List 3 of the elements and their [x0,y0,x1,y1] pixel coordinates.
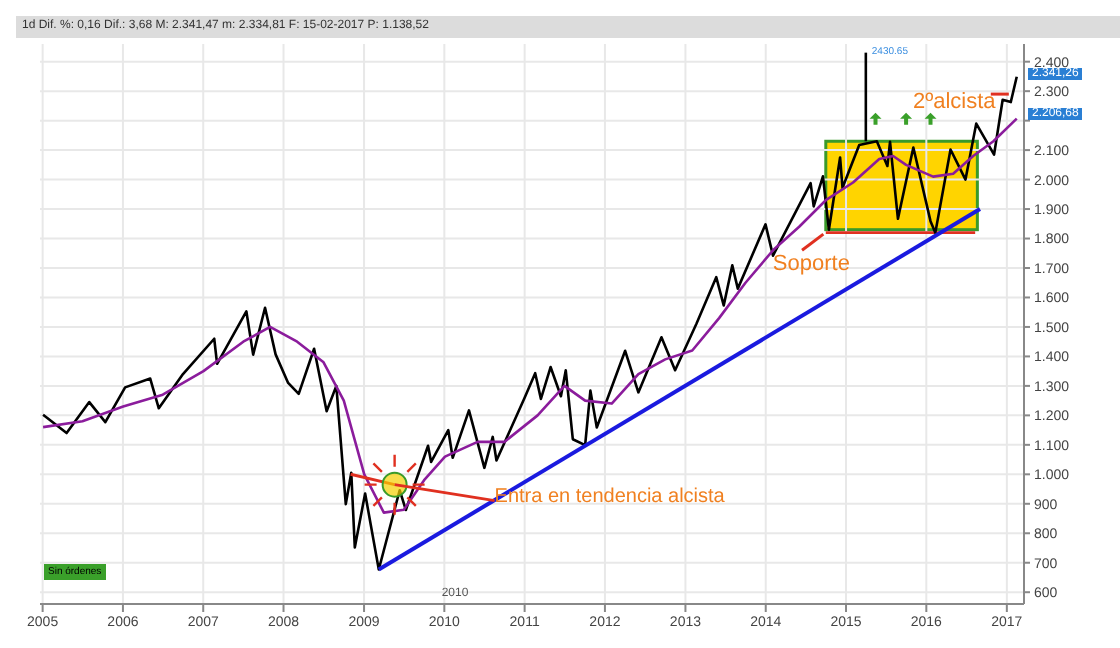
annotation: Soporte [772,252,850,277]
annotation: Entra en tendencia alcista [494,486,725,509]
annotation: 2ºalcista [912,89,996,114]
